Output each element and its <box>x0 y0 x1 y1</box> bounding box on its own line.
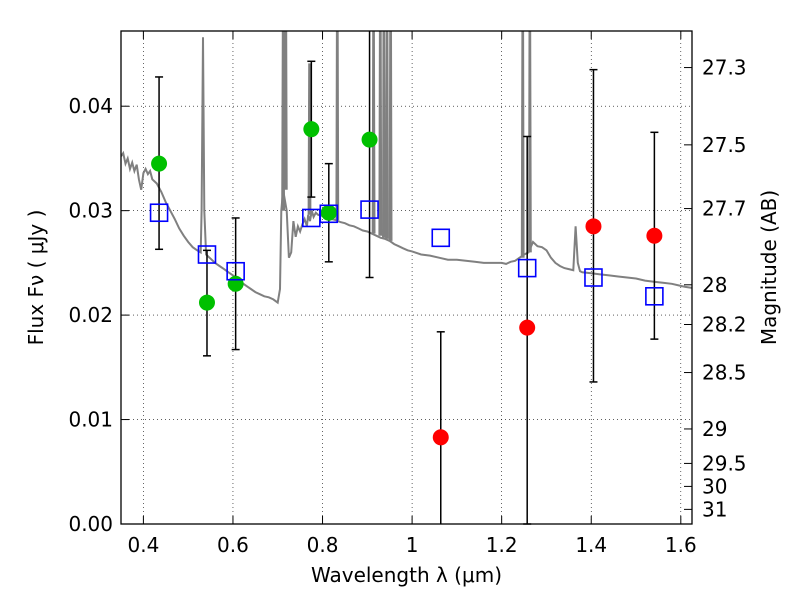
observed-infrared-point <box>585 218 602 235</box>
spectrum-emission-line <box>520 31 525 258</box>
spectrum-emission-line <box>388 31 393 241</box>
spectrum-emission-line <box>283 31 288 190</box>
model-photometry-point <box>360 200 379 219</box>
spectrum-emission-line <box>281 31 285 211</box>
y-tick-label: 0.00 <box>68 512 113 536</box>
mag-tick-label: 28.2 <box>702 313 747 337</box>
mag-tick-label: 28 <box>702 273 727 297</box>
observed-optical-point <box>320 204 337 221</box>
y-tick-label: 0.04 <box>68 94 113 118</box>
y-tick-label: 0.01 <box>68 408 113 432</box>
model-photometry-point <box>431 228 451 248</box>
observed-optical-point <box>227 275 244 292</box>
mag-tick-label: 28.5 <box>702 361 747 385</box>
observed-infrared-point <box>519 319 536 336</box>
observed-optical-point <box>303 121 320 138</box>
x-axis-label: Wavelength λ (μm) <box>311 563 502 587</box>
spectrum-continuum <box>121 37 692 305</box>
observed-infrared-point <box>646 227 663 244</box>
mag-tick-label: 27.7 <box>702 197 747 221</box>
model-photometry-point <box>584 268 603 287</box>
spectrum-emission-line <box>382 31 386 238</box>
data-markers <box>149 121 664 446</box>
observed-optical-point <box>151 155 168 172</box>
plot-frame <box>120 30 693 525</box>
observed-infrared-point <box>432 429 449 446</box>
y-axis-label-left: Flux Fν ( μJy ) <box>24 210 48 346</box>
mag-tick-label: 29.5 <box>702 451 747 475</box>
spectrum-emission-line <box>378 31 383 236</box>
mag-tick-label: 31 <box>702 497 727 521</box>
x-tick-label: 0.4 <box>127 533 159 557</box>
spectrum-emission-line <box>385 31 389 239</box>
model-photometry-point <box>149 203 169 223</box>
model-photometry-point <box>645 287 664 306</box>
observed-optical-point <box>198 294 215 311</box>
x-tick-label: 1 <box>406 533 419 557</box>
y-axis-label-right: Magnitude (AB) <box>757 190 781 345</box>
spectrum-emission-line <box>335 31 340 221</box>
model-photometry-point <box>319 204 339 224</box>
x-tick-label: 0.8 <box>307 533 339 557</box>
observed-optical-point <box>361 131 378 148</box>
spectrum-emission-line <box>307 63 312 215</box>
x-tick-label: 1.4 <box>575 533 607 557</box>
mag-tick-label: 27.5 <box>702 133 747 157</box>
x-tick-label: 0.6 <box>217 533 249 557</box>
x-tick-label: 1.2 <box>486 533 518 557</box>
y-tick-label: 0.02 <box>68 303 113 327</box>
error-bars <box>155 31 659 525</box>
model-photometry-point <box>197 245 217 264</box>
mag-tick-label: 29 <box>702 417 727 441</box>
mag-tick-label: 30 <box>702 474 727 498</box>
model-photometry-point <box>517 258 537 278</box>
axis-ticks <box>121 31 692 525</box>
model-photometry-point <box>226 261 245 281</box>
model-spectrum <box>121 31 692 305</box>
x-tick-label: 1.6 <box>665 533 697 557</box>
y-tick-label: 0.03 <box>68 199 113 223</box>
tick-labels: 0.4 0.6 0.8 1 1.2 1.4 1.6 0.00 0.01 0.02 0.03 0.04 2… <box>68 56 746 557</box>
mag-tick-label: 27.3 <box>702 56 747 80</box>
spectrum-emission-line <box>371 31 376 234</box>
spectrum-emission-line <box>528 31 532 253</box>
